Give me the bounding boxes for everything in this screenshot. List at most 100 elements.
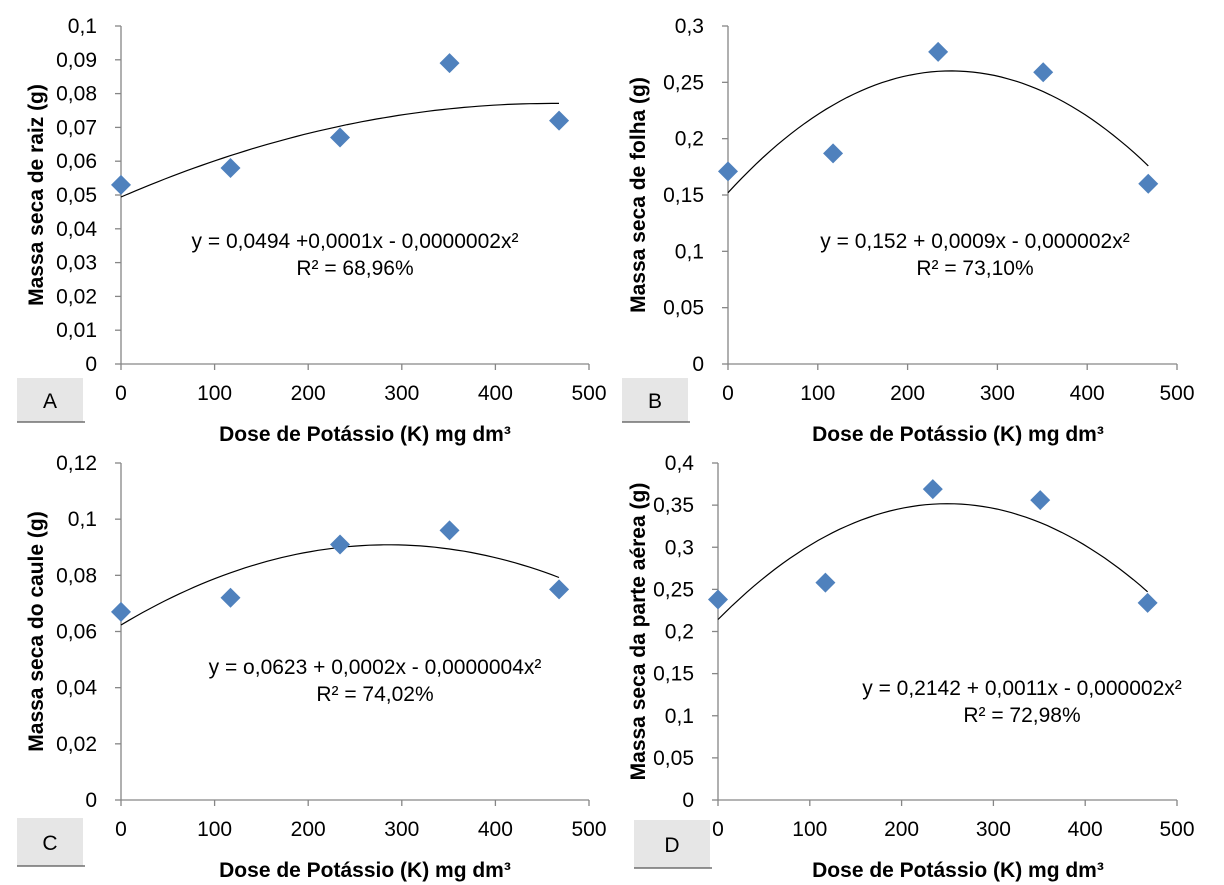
y-tick-label: 0,02 bbox=[56, 285, 97, 308]
y-tick-label: 0,25 bbox=[663, 71, 704, 94]
x-tick-label: 500 bbox=[571, 382, 606, 405]
x-tick-label: 300 bbox=[976, 818, 1011, 841]
panel-letter-box bbox=[17, 818, 83, 866]
data-point-diamond bbox=[220, 157, 241, 178]
panel-letter-box bbox=[622, 378, 688, 422]
y-tick-label: 0,08 bbox=[56, 83, 97, 106]
x-tick-label: 500 bbox=[1159, 818, 1194, 841]
data-point-diamond bbox=[1030, 490, 1051, 511]
y-axis-title: Massa seca da parte aérea (g) bbox=[627, 483, 650, 781]
x-tick-label: 500 bbox=[1159, 382, 1194, 405]
data-point-diamond bbox=[111, 174, 131, 195]
y-tick-label: 0,1 bbox=[665, 705, 694, 728]
r-squared-label: R² = 73,10% bbox=[916, 257, 1033, 280]
chart-panel-a: 0 0,01 0,02 0,03 0,04 0,05 0,06 0,07 0,08 0,09 0,1… bbox=[17, 15, 607, 446]
x-tick-label: 100 bbox=[792, 818, 827, 841]
x-tick-label: 400 bbox=[478, 382, 513, 405]
y-tick-label: 0,06 bbox=[56, 150, 97, 173]
r-squared-label: R² = 74,02% bbox=[316, 683, 433, 706]
polynomial-trendline bbox=[120, 102, 559, 198]
x-axis-title: Dose de Potássio (K) mg dm³ bbox=[219, 423, 511, 446]
x-tick-label: 400 bbox=[1070, 382, 1105, 405]
data-point-diamond bbox=[549, 579, 570, 600]
data-point-diamond bbox=[220, 587, 241, 608]
chart-panel-c: 0 0,02 0,04 0,06 0,08 0,1 0,12 0 100 200 300 400 500… bbox=[17, 452, 607, 882]
y-tick-label: 0,1 bbox=[675, 240, 704, 263]
panel-letter: C bbox=[42, 832, 57, 855]
x-axis-title: Dose de Potássio (K) mg dm³ bbox=[812, 859, 1104, 882]
data-point-diamond bbox=[111, 601, 131, 622]
x-tick-label: 100 bbox=[197, 382, 232, 405]
x-tick-label: 200 bbox=[291, 382, 326, 405]
x-axis-title: Dose de Potássio (K) mg dm³ bbox=[219, 859, 511, 882]
y-tick-label: 0,3 bbox=[665, 536, 694, 559]
y-tick-label: 0,08 bbox=[56, 564, 97, 587]
regression-equation: y = 0,0494 +0,0001x - 0,0000002x² bbox=[192, 230, 519, 253]
data-point-diamond bbox=[823, 143, 844, 164]
regression-equation: y = o,0623 + 0,0002x - 0,0000004x² bbox=[209, 656, 542, 679]
y-tick-label: 0 bbox=[682, 789, 694, 812]
regression-equation: y = 0,2142 + 0,0011x - 0,000002x² bbox=[862, 677, 1182, 700]
y-tick-label: 0,04 bbox=[56, 677, 97, 700]
y-tick-label: 0,25 bbox=[653, 578, 694, 601]
data-point-diamond bbox=[718, 161, 738, 182]
y-tick-label: 0,12 bbox=[56, 452, 97, 475]
x-tick-label: 200 bbox=[291, 818, 326, 841]
x-tick-label: 0 bbox=[115, 818, 127, 841]
data-point-diamond bbox=[815, 572, 836, 593]
panel-letter: A bbox=[43, 390, 57, 413]
y-tick-label: 0,1 bbox=[68, 508, 97, 531]
data-point-diamond bbox=[1137, 592, 1158, 613]
y-axis-title: Massa seca de raiz (g) bbox=[25, 84, 48, 306]
y-tick-label: 0,09 bbox=[56, 49, 97, 72]
x-tick-label: 200 bbox=[884, 818, 919, 841]
panel-letter-box bbox=[634, 820, 710, 868]
x-tick-label: 300 bbox=[384, 818, 419, 841]
x-tick-label: 100 bbox=[197, 818, 232, 841]
y-tick-label: 0,05 bbox=[56, 184, 97, 207]
r-squared-label: R² = 72,98% bbox=[963, 704, 1080, 727]
panel-letter: D bbox=[664, 834, 679, 857]
y-tick-label: 0,07 bbox=[56, 116, 97, 139]
x-tick-label: 0 bbox=[722, 382, 734, 405]
regression-equation: y = 0,152 + 0,0009x - 0,000002x² bbox=[820, 230, 1129, 253]
y-tick-label: 0,05 bbox=[663, 297, 704, 320]
x-tick-label: 300 bbox=[384, 382, 419, 405]
y-tick-label: 0,2 bbox=[675, 128, 704, 151]
chart-panel-b: 0 0,05 0,1 0,15 0,2 0,25 0,3 0 100 200 300 400 500 Do… bbox=[622, 15, 1195, 446]
y-tick-label: 0,2 bbox=[665, 621, 694, 644]
y-tick-label: 0,1 bbox=[68, 15, 97, 38]
y-tick-label: 0,03 bbox=[56, 252, 97, 275]
y-tick-label: 0,3 bbox=[675, 15, 704, 38]
chart-panel-d: 0 0,05 0,1 0,15 0,2 0,25 0,3 0,35 0,4 0 100 200 300 4… bbox=[627, 452, 1195, 882]
y-tick-label: 0,15 bbox=[653, 663, 694, 686]
data-point-diamond bbox=[928, 41, 949, 62]
x-tick-label: 500 bbox=[571, 818, 606, 841]
data-point-diamond bbox=[439, 53, 460, 74]
y-tick-label: 0 bbox=[692, 353, 704, 376]
data-point-diamond bbox=[708, 589, 728, 610]
x-tick-label: 200 bbox=[890, 382, 925, 405]
y-tick-label: 0,4 bbox=[665, 452, 695, 475]
data-point-diamond bbox=[549, 110, 570, 131]
y-axis-title: Massa seca de folha (g) bbox=[627, 77, 650, 313]
x-tick-label: 400 bbox=[478, 818, 513, 841]
data-point-diamond bbox=[1138, 173, 1159, 194]
y-tick-label: 0,04 bbox=[56, 218, 97, 241]
r-squared-label: R² = 68,96% bbox=[296, 257, 413, 280]
y-tick-label: 0,06 bbox=[56, 621, 97, 644]
panel-letter: B bbox=[648, 390, 662, 413]
data-point-diamond bbox=[922, 479, 943, 500]
y-tick-label: 0 bbox=[85, 789, 97, 812]
y-tick-label: 0,15 bbox=[663, 184, 704, 207]
polynomial-trendline bbox=[717, 503, 1148, 620]
data-point-diamond bbox=[330, 127, 351, 148]
x-tick-label: 400 bbox=[1068, 818, 1103, 841]
polynomial-trendline bbox=[120, 544, 560, 626]
panel-letter-box bbox=[17, 378, 83, 422]
x-tick-label: 100 bbox=[800, 382, 835, 405]
data-point-diamond bbox=[1033, 62, 1054, 83]
data-point-diamond bbox=[330, 534, 351, 555]
x-axis-title: Dose de Potássio (K) mg dm³ bbox=[812, 423, 1104, 446]
